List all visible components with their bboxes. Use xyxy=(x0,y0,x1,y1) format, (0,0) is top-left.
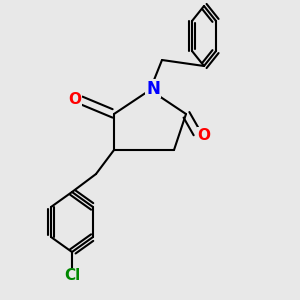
Text: N: N xyxy=(146,80,160,98)
Text: O: O xyxy=(197,128,211,142)
Text: O: O xyxy=(68,92,82,106)
Text: Cl: Cl xyxy=(64,268,80,284)
